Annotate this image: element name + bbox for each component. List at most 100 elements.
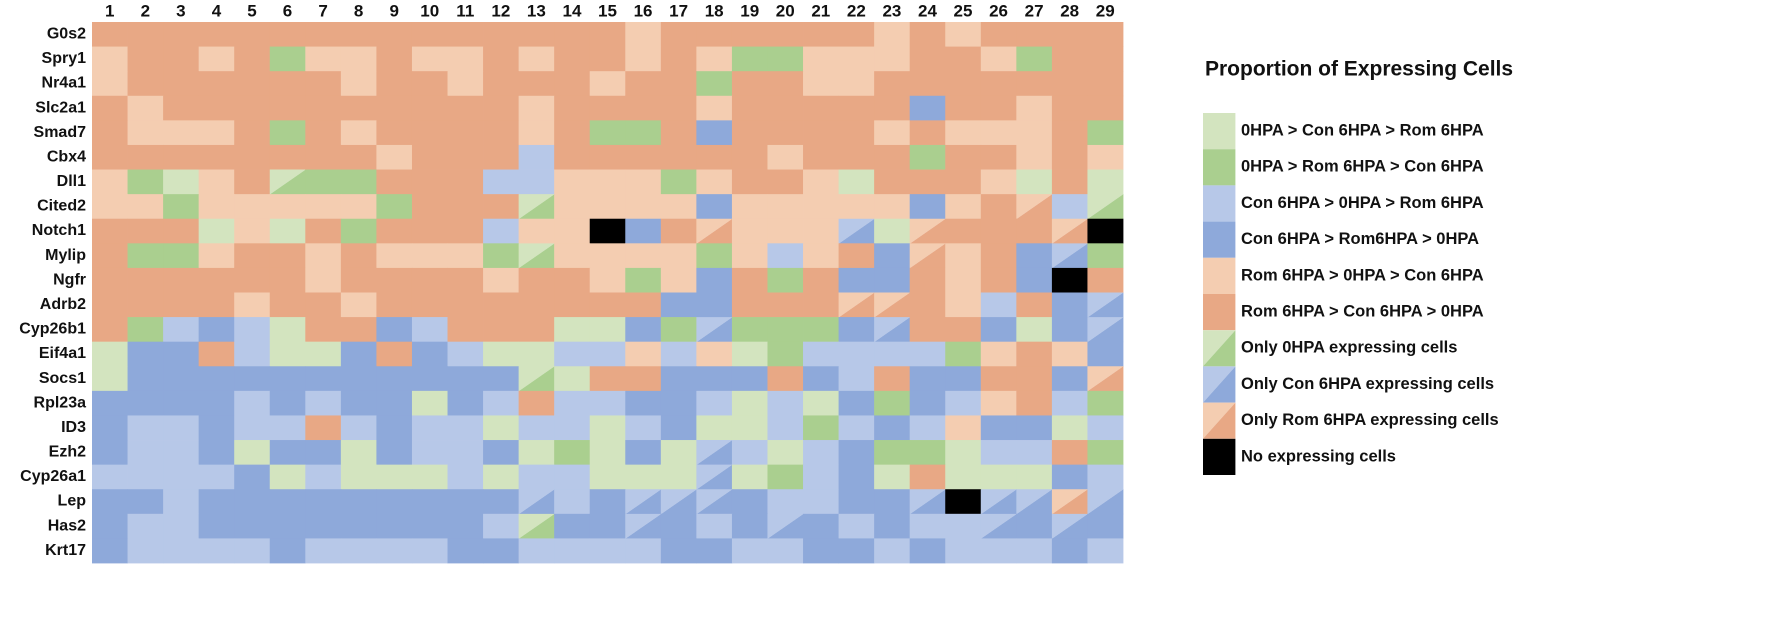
legend-label: Rom 6HPA > 0HPA > Con 6HPA: [1241, 266, 1484, 284]
cell: [447, 292, 484, 318]
cell-fill: [1016, 292, 1053, 318]
cell-fill: [127, 538, 164, 564]
cell: [909, 489, 946, 515]
cell-fill: [269, 120, 306, 146]
row-label: Krt17: [45, 542, 86, 559]
cell: [483, 46, 520, 72]
cell-fill: [483, 95, 520, 121]
cell: [731, 194, 768, 220]
cell-fill: [945, 464, 982, 490]
cell-fill: [660, 317, 697, 343]
cell-fill: [269, 218, 306, 244]
cell-half: [1051, 513, 1088, 539]
cell-fill: [305, 440, 342, 466]
cell-fill: [234, 120, 271, 146]
cell-half: [1087, 317, 1124, 343]
cell-half: [980, 513, 1017, 539]
cell: [909, 267, 946, 293]
cell-fill: [376, 390, 413, 416]
cell-fill: [518, 390, 555, 416]
cell-fill: [198, 366, 235, 392]
cell: [376, 95, 413, 121]
cell-fill: [696, 46, 733, 72]
cell-fill: [447, 538, 484, 564]
cell-fill: [625, 243, 662, 269]
cell-fill: [838, 415, 875, 441]
column-label: 27: [1025, 1, 1044, 20]
cell: [269, 169, 306, 195]
cell-fill: [376, 22, 413, 47]
cell: [696, 366, 733, 392]
cell: [625, 513, 662, 539]
row-label: G0s2: [47, 26, 86, 43]
cell: [92, 267, 128, 293]
cell: [945, 489, 982, 515]
cell-fill: [696, 390, 733, 416]
cell-fill: [731, 169, 768, 195]
cell-fill: [92, 489, 128, 515]
column-label: 10: [420, 1, 439, 20]
cell: [483, 415, 520, 441]
cell: [305, 95, 342, 121]
cell-fill: [127, 243, 164, 269]
column-label: 13: [527, 1, 546, 20]
cell: [127, 169, 164, 195]
cell-fill: [874, 415, 911, 441]
cell: [589, 169, 626, 195]
cell-fill: [411, 194, 448, 220]
cell: [305, 390, 342, 416]
cell-fill: [483, 513, 520, 539]
cell: [269, 267, 306, 293]
cell-fill: [874, 267, 911, 293]
cell-fill: [554, 120, 591, 146]
cell-fill: [92, 292, 128, 318]
cell: [696, 194, 733, 220]
cell: [909, 464, 946, 490]
cell: [909, 513, 946, 539]
cell-fill: [127, 292, 164, 318]
cell-fill: [660, 218, 697, 244]
cell-fill: [1051, 440, 1088, 466]
cell: [163, 513, 200, 539]
cell: [767, 341, 804, 367]
cell: [411, 22, 448, 47]
cell: [554, 218, 591, 244]
cell-fill: [660, 513, 697, 539]
cell-fill: [1016, 464, 1053, 490]
cell: [980, 538, 1017, 564]
cell-fill: [447, 22, 484, 47]
cell-fill: [696, 243, 733, 269]
cell: [589, 538, 626, 564]
cell-half: [696, 464, 733, 490]
cell: [518, 218, 555, 244]
cell-half: [1016, 489, 1053, 515]
cell-fill: [660, 144, 697, 170]
cell: [340, 194, 377, 220]
cell-fill: [945, 538, 982, 564]
cell-fill: [589, 415, 626, 441]
cell: [696, 415, 733, 441]
cell-half: [696, 440, 733, 466]
cell: [838, 341, 875, 367]
cell-fill: [163, 169, 200, 195]
cell-fill: [518, 144, 555, 170]
cell-fill: [269, 341, 306, 367]
cell: [1016, 292, 1053, 318]
cell-fill: [1051, 46, 1088, 72]
cell-fill: [518, 95, 555, 121]
cell: [518, 440, 555, 466]
legend-label: Con 6HPA > Rom6HPA > 0HPA: [1241, 230, 1479, 248]
cell: [909, 341, 946, 367]
cell: [625, 169, 662, 195]
cell: [838, 22, 875, 47]
cell: [767, 489, 804, 515]
cell: [483, 341, 520, 367]
cell-fill: [518, 341, 555, 367]
cell: [447, 267, 484, 293]
cell: [269, 366, 306, 392]
cell: [1051, 440, 1088, 466]
cell: [696, 464, 733, 490]
cell-fill: [340, 440, 377, 466]
cell: [625, 95, 662, 121]
cell-fill: [483, 169, 520, 195]
